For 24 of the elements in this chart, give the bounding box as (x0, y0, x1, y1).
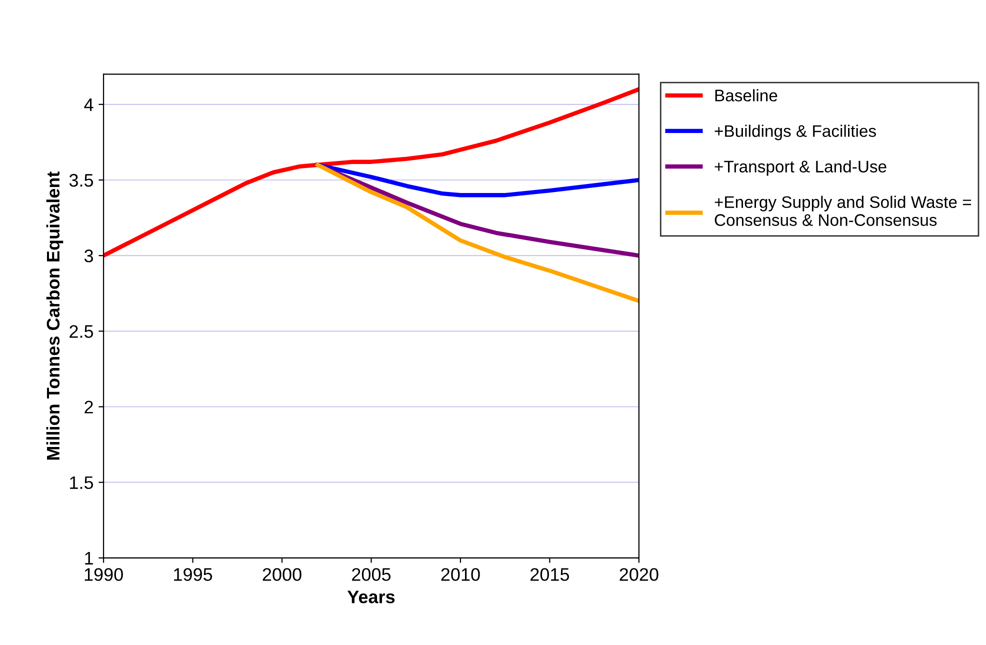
x-tick-label: 2010 (441, 568, 480, 581)
line-series (316, 162, 639, 258)
x-tick-label: 2005 (352, 568, 391, 581)
y-tick-label: 1 (85, 552, 93, 564)
x-tick-label: 2000 (262, 568, 302, 581)
legend-label: +Transport & Land-Use (714, 160, 886, 176)
line-series (104, 87, 639, 258)
legend-label: +Energy Supply and Solid Waste = Consensus & Non-Consensus (714, 196, 972, 226)
y-tick-label: 4 (84, 98, 94, 111)
x-axis-title: Years (347, 590, 395, 604)
y-tick-label: 1.5 (70, 476, 94, 490)
line-series (316, 162, 639, 304)
x-tick-label: 2015 (530, 568, 570, 581)
y-axis-title: Million Tonnes Carbon Equivalent (46, 171, 64, 460)
line-series (316, 162, 639, 198)
x-tick-label: 2020 (620, 568, 658, 581)
y-tick-label: 3 (84, 250, 94, 262)
legend-label: Baseline (715, 89, 778, 102)
y-tick-label: 3.5 (69, 174, 94, 187)
y-tick-label: 2.5 (70, 325, 94, 338)
y-tick-label: 2 (84, 400, 93, 414)
x-tick-label: 1990 (84, 568, 123, 581)
legend-label: +Buildings & Facilities (714, 124, 876, 140)
x-tick-label: 1995 (174, 568, 212, 581)
